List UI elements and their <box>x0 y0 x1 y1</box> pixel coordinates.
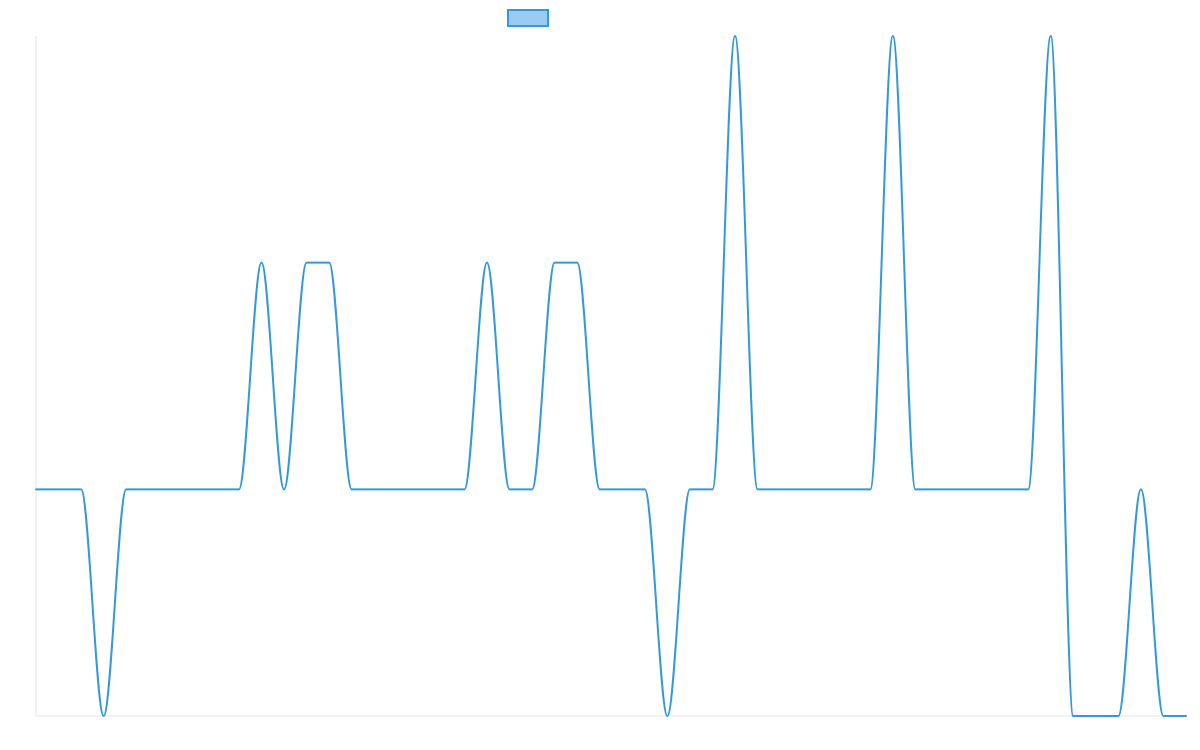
data-point <box>394 486 400 492</box>
data-point <box>597 486 603 492</box>
data-point <box>146 486 152 492</box>
data-point <box>56 486 62 492</box>
data-point <box>484 260 490 266</box>
data-point <box>1003 486 1009 492</box>
data-point <box>258 260 264 266</box>
data-point <box>1115 713 1121 719</box>
data-point <box>935 486 941 492</box>
data-point <box>980 486 986 492</box>
axes <box>35 36 1186 717</box>
data-point <box>777 486 783 492</box>
data-point <box>867 486 873 492</box>
data-point <box>822 486 828 492</box>
data-point <box>529 486 535 492</box>
data-point <box>33 486 39 492</box>
data-point <box>1048 33 1054 39</box>
series-group <box>35 35 1187 717</box>
data-point <box>281 486 287 492</box>
data-point <box>1070 713 1076 719</box>
data-point <box>687 486 693 492</box>
data-point <box>213 486 219 492</box>
data-point <box>664 713 670 719</box>
series-line-0 <box>35 35 1187 717</box>
data-point <box>168 486 174 492</box>
data-point <box>461 486 467 492</box>
data-point <box>1093 713 1099 719</box>
data-point <box>123 486 129 492</box>
data-point <box>552 260 558 266</box>
data-point <box>800 486 806 492</box>
data-point <box>709 486 715 492</box>
data-point <box>236 486 242 492</box>
data-point <box>1138 486 1144 492</box>
data-point <box>890 33 896 39</box>
data-point <box>958 486 964 492</box>
data-point <box>912 486 918 492</box>
legend-swatch[interactable] <box>507 9 549 27</box>
data-point <box>439 486 445 492</box>
data-point <box>1025 486 1031 492</box>
data-point <box>304 260 310 266</box>
data-point <box>349 486 355 492</box>
data-point <box>619 486 625 492</box>
data-point <box>507 486 513 492</box>
data-point <box>78 486 84 492</box>
data-point <box>101 713 107 719</box>
legend <box>507 9 549 27</box>
data-point <box>1160 713 1166 719</box>
data-point <box>755 486 761 492</box>
data-point <box>574 260 580 266</box>
data-point <box>642 486 648 492</box>
data-point <box>416 486 422 492</box>
data-point <box>371 486 377 492</box>
data-point <box>191 486 197 492</box>
data-point <box>1183 713 1189 719</box>
data-point <box>732 33 738 39</box>
data-point <box>326 260 332 266</box>
data-points <box>33 33 1189 719</box>
data-point <box>845 486 851 492</box>
